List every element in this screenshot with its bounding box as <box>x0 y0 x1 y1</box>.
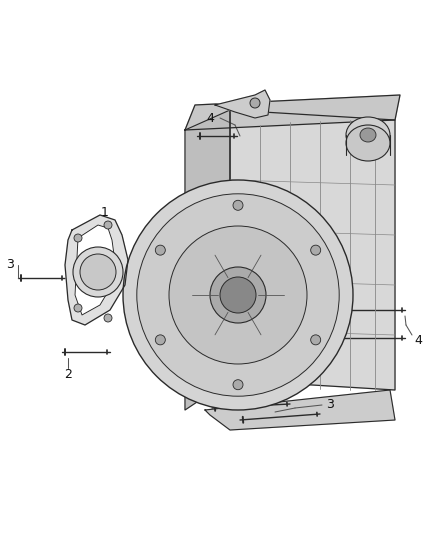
Ellipse shape <box>311 335 321 345</box>
Polygon shape <box>230 110 395 390</box>
Ellipse shape <box>360 128 376 142</box>
Ellipse shape <box>155 245 165 255</box>
Polygon shape <box>185 110 230 410</box>
Ellipse shape <box>210 267 266 323</box>
Text: 4: 4 <box>414 334 422 346</box>
Polygon shape <box>65 215 128 325</box>
Ellipse shape <box>346 117 390 153</box>
Text: 1: 1 <box>101 206 109 220</box>
Ellipse shape <box>346 125 390 161</box>
Ellipse shape <box>311 245 321 255</box>
Ellipse shape <box>137 194 339 396</box>
Text: 3: 3 <box>6 259 14 271</box>
Ellipse shape <box>233 200 243 211</box>
Ellipse shape <box>74 234 82 242</box>
Ellipse shape <box>123 180 353 410</box>
Ellipse shape <box>155 335 165 345</box>
Text: 4: 4 <box>206 111 214 125</box>
Ellipse shape <box>233 379 243 390</box>
Ellipse shape <box>250 98 260 108</box>
Ellipse shape <box>104 314 112 322</box>
Ellipse shape <box>169 226 307 364</box>
Ellipse shape <box>220 277 256 313</box>
Ellipse shape <box>80 254 116 290</box>
Ellipse shape <box>74 304 82 312</box>
Ellipse shape <box>104 221 112 229</box>
Ellipse shape <box>73 247 123 297</box>
Polygon shape <box>205 390 395 430</box>
Polygon shape <box>215 90 270 118</box>
Text: 3: 3 <box>326 399 334 411</box>
Polygon shape <box>185 95 400 130</box>
Polygon shape <box>75 225 115 315</box>
Text: 2: 2 <box>64 368 72 382</box>
